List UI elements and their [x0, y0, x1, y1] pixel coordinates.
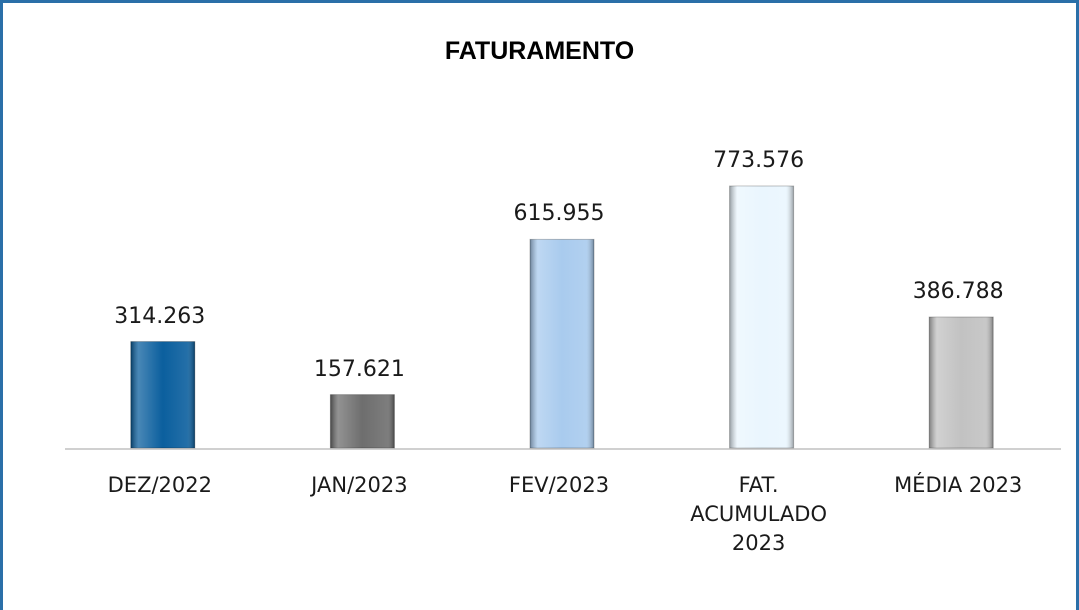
bar-shine [729, 186, 794, 448]
x-tick-label: JAN/2023 [311, 473, 408, 497]
bar-shine [330, 394, 395, 448]
x-tick-label: MÉDIA 2023 [894, 473, 1023, 497]
chart-title: FATURAMENTO [444, 37, 635, 65]
value-label: 615.955 [513, 201, 605, 227]
plot [65, 185, 1061, 450]
value-label: 314.263 [114, 303, 206, 329]
x-tick-label: DEZ/2022 [107, 473, 212, 497]
value-label: 157.621 [313, 356, 405, 382]
value-label: 773.576 [713, 148, 805, 173]
x-tick-label: FAT. ACUMULADO 2023 [690, 473, 827, 555]
x-tick-label: FEV/2023 [508, 473, 610, 497]
bar-shine [530, 239, 594, 448]
bar-shine [929, 317, 994, 448]
value-label: 386.788 [912, 279, 1004, 304]
bar-shine [130, 341, 195, 448]
